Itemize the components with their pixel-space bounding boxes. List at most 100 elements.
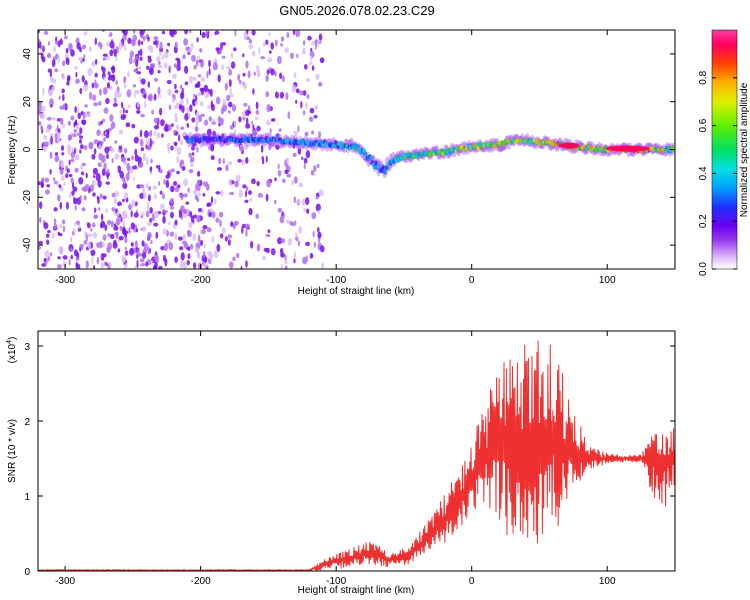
spectrogram-x-label: Height of straight line (km)	[298, 286, 415, 297]
noise-cell	[149, 137, 152, 147]
noise-cell	[57, 132, 61, 140]
noise-cell	[226, 94, 231, 102]
noise-cell	[213, 250, 219, 259]
noise-cell	[115, 80, 118, 85]
noise-cell	[159, 107, 163, 116]
noise-cell	[46, 184, 51, 188]
noise-cell	[68, 258, 71, 266]
noise-cell	[91, 60, 96, 67]
noise-cell	[153, 211, 159, 219]
noise-cell	[174, 89, 179, 94]
noise-cell	[58, 95, 61, 100]
noise-cell	[123, 84, 127, 89]
noise-cell	[153, 117, 159, 124]
noise-cell	[105, 262, 108, 267]
noise-cell	[195, 83, 200, 87]
noise-cell	[242, 72, 246, 77]
noise-cell	[114, 90, 117, 98]
snr-scale-label: (x104)	[6, 337, 18, 364]
ridge-cell	[374, 160, 379, 166]
noise-cell	[188, 221, 193, 229]
noise-cell	[256, 125, 261, 132]
noise-cell	[280, 238, 286, 244]
noise-cell	[114, 153, 120, 160]
noise-cell	[146, 157, 149, 166]
noise-cell	[149, 45, 154, 54]
noise-cell	[209, 88, 213, 98]
x-tick-label: -200	[191, 275, 211, 286]
noise-cell	[190, 243, 194, 250]
noise-cell	[83, 195, 87, 201]
noise-cell	[96, 129, 101, 136]
noise-cell	[233, 220, 239, 226]
ridge-cell	[376, 163, 381, 169]
noise-cell	[59, 201, 63, 210]
noise-cell	[179, 84, 183, 90]
noise-cell	[212, 130, 217, 137]
noise-cell	[143, 93, 147, 99]
noise-cell	[38, 101, 42, 107]
noise-cell	[87, 67, 93, 77]
noise-cell	[72, 186, 78, 192]
noise-cell	[107, 219, 112, 226]
noise-cell	[65, 48, 69, 54]
noise-cell	[216, 167, 223, 171]
noise-cell	[300, 101, 303, 109]
noise-cell	[114, 140, 118, 144]
noise-cell	[137, 66, 142, 70]
noise-cell	[188, 246, 191, 252]
noise-cell	[184, 81, 189, 86]
noise-cell	[306, 208, 310, 214]
spectrogram-y-label: Frequency (Hz)	[7, 116, 18, 185]
noise-cell	[74, 106, 77, 114]
noise-cell	[51, 59, 56, 68]
noise-cell	[46, 239, 50, 245]
noise-cell	[74, 65, 78, 70]
noise-cell	[49, 252, 53, 257]
noise-cell	[81, 119, 85, 125]
noise-cell	[184, 30, 188, 35]
y-tick-label: 0	[22, 146, 33, 152]
noise-cell	[70, 49, 75, 57]
noise-cell	[96, 195, 99, 200]
noise-cell	[146, 222, 152, 227]
noise-cell	[169, 198, 175, 204]
noise-cell	[72, 133, 77, 138]
noise-cell	[255, 109, 260, 115]
noise-cell	[245, 229, 248, 238]
noise-cell	[279, 216, 285, 224]
noise-cell	[126, 162, 131, 171]
noise-cell	[75, 78, 80, 84]
noise-cell	[198, 186, 201, 192]
noise-cell	[113, 97, 117, 104]
noise-cell	[122, 182, 128, 189]
noise-cell	[217, 116, 222, 123]
ridge-cell	[339, 141, 343, 146]
noise-cell	[72, 231, 74, 236]
noise-cell	[197, 234, 201, 243]
noise-cell	[150, 158, 153, 164]
noise-cell	[171, 123, 174, 127]
noise-cell	[71, 190, 75, 195]
noise-cell	[134, 148, 138, 157]
noise-cell	[215, 217, 220, 223]
noise-cell	[313, 115, 318, 119]
noise-cell	[42, 145, 47, 153]
noise-cell	[183, 178, 189, 187]
noise-cell	[68, 159, 71, 166]
y-tick-label: 40	[22, 48, 33, 60]
noise-cell	[128, 204, 132, 211]
noise-cell	[80, 171, 85, 176]
noise-cell	[122, 107, 125, 114]
noise-cell	[39, 216, 42, 224]
noise-cell	[79, 87, 83, 95]
noise-cell	[238, 190, 243, 198]
noise-cell	[154, 193, 157, 200]
noise-cell	[313, 171, 316, 177]
noise-cell	[314, 105, 319, 110]
noise-cell	[74, 204, 77, 211]
noise-cell	[132, 30, 136, 34]
noise-cell	[292, 30, 296, 35]
noise-cell	[207, 250, 213, 257]
noise-cell	[197, 207, 203, 213]
